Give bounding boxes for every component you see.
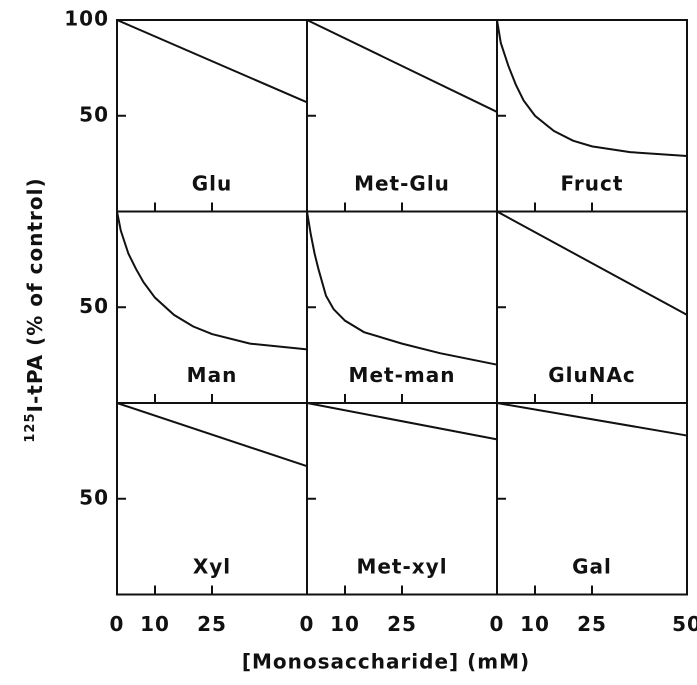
- curve: [306, 211, 498, 366]
- panel-title: Met-xyl: [356, 555, 447, 579]
- x-axis-label: [Monosaccharide] (mM): [242, 650, 530, 674]
- x-tick-label: 25: [197, 612, 227, 636]
- curve: [116, 19, 308, 104]
- x-tick-label: 10: [520, 612, 550, 636]
- x-tick-label: 25: [577, 612, 607, 636]
- y-tick-label: 50: [79, 294, 109, 318]
- y-axis-label-main: I-tPA (% of control): [23, 177, 47, 412]
- y-tick-label: 100: [64, 7, 109, 31]
- curve: [116, 211, 308, 351]
- y-axis-label: 125I-tPA (% of control): [23, 177, 47, 442]
- panel-title: Met-Glu: [354, 172, 450, 196]
- x-tick-label: 0: [300, 612, 315, 636]
- curve: [496, 210, 688, 316]
- panel-title: Man: [187, 363, 238, 387]
- curve: [306, 19, 498, 113]
- x-tick-label: 50: [672, 612, 697, 636]
- panel-title: Gal: [572, 555, 612, 579]
- y-tick-label: 50: [79, 102, 109, 126]
- panel-title: Xyl: [193, 555, 231, 579]
- curve: [306, 402, 498, 441]
- x-tick-label: 25: [387, 612, 417, 636]
- x-tick-label: 10: [140, 612, 170, 636]
- x-tick-label: 10: [330, 612, 360, 636]
- y-axis-label-sup: 125: [23, 412, 38, 442]
- x-tick-label: 0: [110, 612, 125, 636]
- panel-title: GluNAc: [548, 363, 636, 387]
- panel-title: Met-man: [349, 363, 456, 387]
- panel-title: Fruct: [561, 172, 624, 196]
- curve: [496, 402, 688, 437]
- curve: [116, 402, 308, 468]
- x-tick-label: 0: [490, 612, 505, 636]
- panel-title: Glu: [192, 172, 233, 196]
- curve: [496, 19, 688, 157]
- y-tick-label: 50: [79, 485, 109, 509]
